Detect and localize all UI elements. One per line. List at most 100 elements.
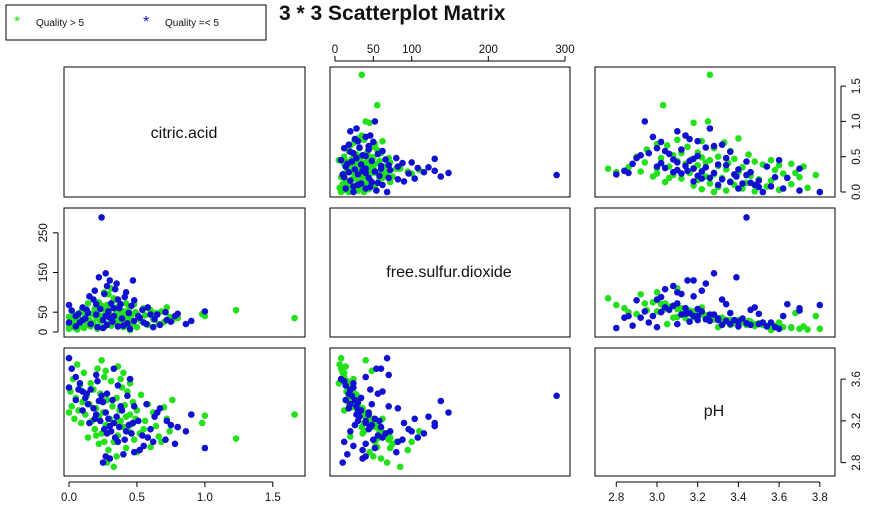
- point-quality-low-2-0: [91, 415, 99, 423]
- point-quality-low-0-2: [702, 144, 710, 151]
- point-quality-low-2-1: [383, 354, 391, 362]
- point-quality-low-1-0: [99, 324, 107, 332]
- point-quality-low-0-2: [629, 160, 636, 168]
- point-quality-low-0-2: [816, 188, 824, 196]
- point-quality-low-1-0: [79, 316, 86, 324]
- point-quality-low-2-1: [342, 396, 350, 404]
- point-quality-high-0-1: [379, 137, 386, 145]
- tick-label: 3.0: [649, 492, 665, 504]
- point-quality-high-0-2: [604, 165, 612, 172]
- point-quality-low-2-0: [122, 428, 130, 435]
- point-quality-low-1-0: [94, 323, 101, 331]
- point-quality-low-1-2: [796, 304, 803, 312]
- point-quality-low-0-1: [354, 171, 362, 178]
- point-quality-low-0-2: [796, 165, 803, 172]
- point-quality-low-1-2: [775, 325, 783, 333]
- point-quality-low-2-0: [114, 438, 122, 446]
- point-quality-low-1-0: [144, 304, 152, 311]
- point-quality-low-2-1: [350, 384, 357, 391]
- point-quality-low-1-2: [670, 282, 677, 290]
- point-quality-high-1-2: [637, 291, 644, 298]
- point-quality-low-0-1: [437, 173, 445, 180]
- point-quality-low-2-1: [345, 405, 353, 412]
- point-quality-high-0-1: [373, 101, 381, 109]
- point-quality-high-2-0: [84, 434, 92, 441]
- tick-label: 3.8: [812, 492, 828, 504]
- point-quality-low-1-2: [706, 317, 714, 325]
- point-quality-low-1-2: [710, 311, 718, 318]
- point-quality-low-2-0: [144, 434, 152, 441]
- point-quality-low-1-2: [682, 310, 689, 318]
- point-quality-high-0-2: [706, 71, 714, 79]
- point-quality-low-2-0: [201, 444, 209, 452]
- point-quality-high-2-0: [201, 412, 209, 420]
- point-quality-low-0-1: [374, 179, 382, 187]
- point-quality-low-2-1: [354, 417, 362, 425]
- tick-label: 150: [38, 263, 50, 282]
- point-quality-high-0-2: [706, 180, 714, 187]
- point-quality-low-2-0: [167, 421, 175, 429]
- point-quality-low-2-0: [129, 419, 137, 427]
- point-quality-low-0-2: [735, 166, 742, 173]
- point-quality-low-2-1: [414, 434, 422, 441]
- point-quality-high-2-0: [77, 419, 85, 427]
- point-quality-high-0-2: [684, 143, 691, 151]
- point-quality-high-2-1: [377, 455, 385, 462]
- point-quality-low-1-2: [690, 293, 697, 300]
- point-quality-high-0-2: [690, 119, 697, 127]
- point-quality-low-0-1: [376, 172, 383, 180]
- point-quality-high-0-2: [704, 118, 712, 125]
- point-quality-low-2-1: [371, 415, 379, 423]
- tick-label: 0: [38, 329, 50, 335]
- point-quality-low-2-0: [135, 417, 142, 425]
- point-quality-low-1-2: [718, 296, 726, 303]
- point-quality-low-0-2: [755, 177, 763, 184]
- point-quality-low-1-2: [784, 300, 791, 308]
- point-quality-low-2-1: [374, 390, 382, 398]
- point-quality-low-0-1: [371, 168, 379, 175]
- point-quality-low-0-1: [354, 137, 362, 145]
- point-quality-low-0-2: [653, 144, 661, 152]
- point-quality-low-2-1: [411, 415, 419, 423]
- point-quality-low-2-1: [362, 453, 370, 460]
- point-quality-low-0-1: [357, 161, 365, 168]
- point-quality-low-1-2: [661, 285, 669, 293]
- point-quality-low-1-2: [718, 321, 726, 329]
- tick-label: 1.5: [851, 78, 863, 94]
- point-quality-low-1-0: [92, 311, 100, 318]
- legend-symbol-quality-low: *: [143, 14, 149, 31]
- point-quality-high-1-0: [65, 313, 73, 321]
- point-quality-low-2-0: [105, 415, 112, 423]
- point-quality-low-0-1: [368, 157, 376, 165]
- point-quality-high-2-1: [386, 444, 394, 452]
- point-quality-low-1-0: [111, 285, 119, 293]
- point-quality-low-1-0: [102, 270, 109, 277]
- point-quality-low-2-0: [130, 403, 138, 410]
- point-quality-low-2-0: [162, 436, 169, 444]
- point-quality-high-0-1: [362, 180, 370, 187]
- point-quality-low-0-2: [698, 175, 706, 182]
- point-quality-high-1-2: [641, 300, 649, 307]
- point-quality-low-2-0: [94, 377, 101, 385]
- point-quality-low-0-1: [359, 152, 366, 159]
- point-quality-low-2-0: [114, 382, 122, 389]
- point-quality-low-0-2: [731, 171, 738, 178]
- point-quality-high-2-0: [73, 361, 81, 368]
- point-quality-low-0-2: [722, 154, 730, 162]
- point-quality-high-0-2: [641, 159, 649, 166]
- point-quality-high-2-1: [404, 446, 412, 454]
- point-quality-high-0-1: [337, 188, 345, 196]
- point-quality-low-1-0: [72, 323, 80, 330]
- point-quality-low-0-2: [735, 185, 742, 192]
- point-quality-low-2-0: [147, 425, 154, 433]
- point-quality-high-2-0: [120, 369, 127, 377]
- point-quality-low-0-1: [367, 183, 374, 191]
- point-quality-low-2-0: [87, 386, 94, 393]
- point-quality-low-0-2: [706, 125, 714, 132]
- point-quality-high-2-0: [166, 428, 173, 435]
- point-quality-low-0-2: [763, 163, 771, 170]
- point-quality-high-2-0: [152, 422, 160, 430]
- point-quality-high-2-0: [101, 438, 108, 446]
- point-quality-low-1-2: [684, 277, 691, 284]
